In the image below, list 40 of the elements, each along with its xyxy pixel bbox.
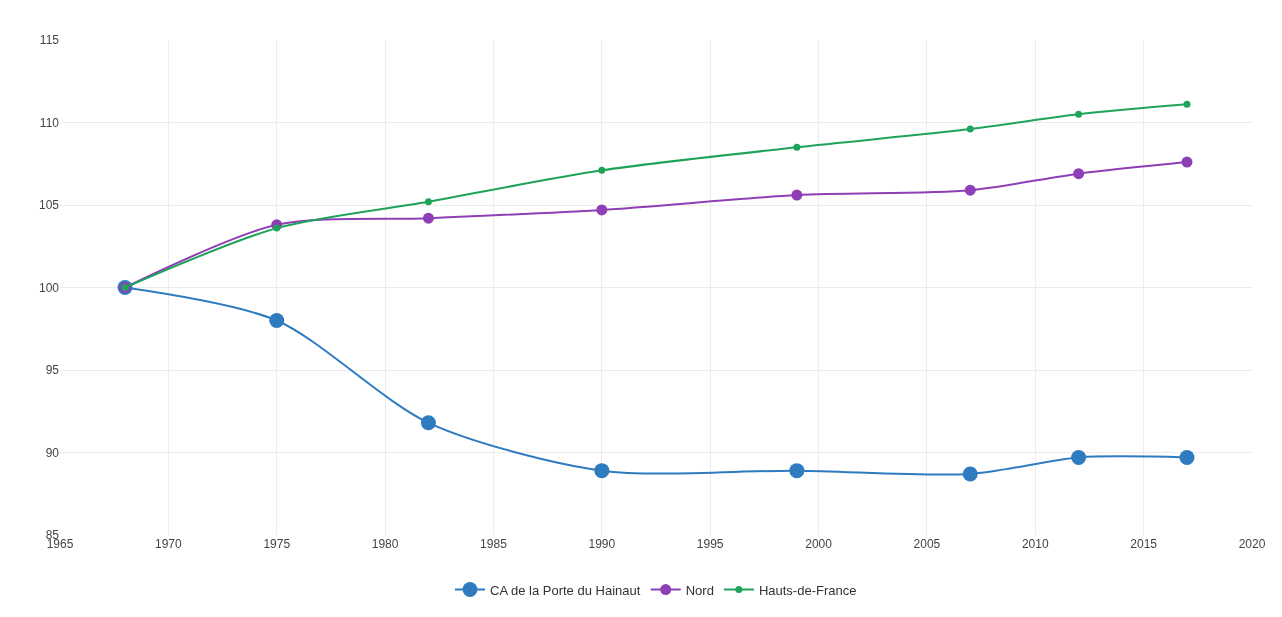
x-tick-label: 2015 — [1130, 537, 1158, 551]
y-tick-label: 115 — [39, 33, 60, 48]
point — [1181, 156, 1193, 168]
point — [791, 189, 803, 201]
y-tick-label: 110 — [39, 115, 60, 130]
point — [1179, 449, 1195, 465]
point — [269, 313, 285, 328]
x-tick-label: 1990 — [588, 537, 616, 551]
point — [1075, 110, 1083, 118]
x-tick-label: 2000 — [805, 537, 833, 551]
y-tick-label: 95 — [45, 363, 60, 378]
x-tick-label: 1970 — [155, 537, 183, 551]
point — [594, 463, 610, 479]
x-tick-label: 2010 — [1021, 537, 1049, 551]
point — [966, 125, 974, 133]
point — [1073, 168, 1085, 180]
y-tick-label: 90 — [45, 445, 60, 460]
point — [420, 415, 436, 431]
y-tick-label: 105 — [38, 198, 60, 213]
x-tick-label: 2020 — [1238, 537, 1266, 551]
y-tick-label: 100 — [38, 280, 60, 295]
legend-label: CA de la Porte du Hainaut — [490, 582, 641, 598]
legend-label: Nord — [685, 582, 714, 598]
point — [596, 204, 608, 216]
x-tick-label: 1975 — [263, 537, 291, 551]
point — [962, 466, 978, 482]
point — [789, 463, 805, 479]
x-tick-label: 2005 — [913, 537, 941, 551]
point — [273, 224, 281, 232]
point — [422, 212, 434, 224]
point — [424, 198, 432, 206]
point — [1183, 100, 1191, 108]
x-tick-label: 1980 — [371, 537, 399, 551]
x-tick-label: 1985 — [480, 537, 508, 551]
point — [793, 143, 801, 151]
point — [598, 166, 606, 174]
x-tick-label: 1995 — [696, 537, 724, 551]
point — [1071, 449, 1087, 465]
point — [964, 184, 976, 196]
legend-label: Hauts-de-France — [758, 582, 857, 598]
